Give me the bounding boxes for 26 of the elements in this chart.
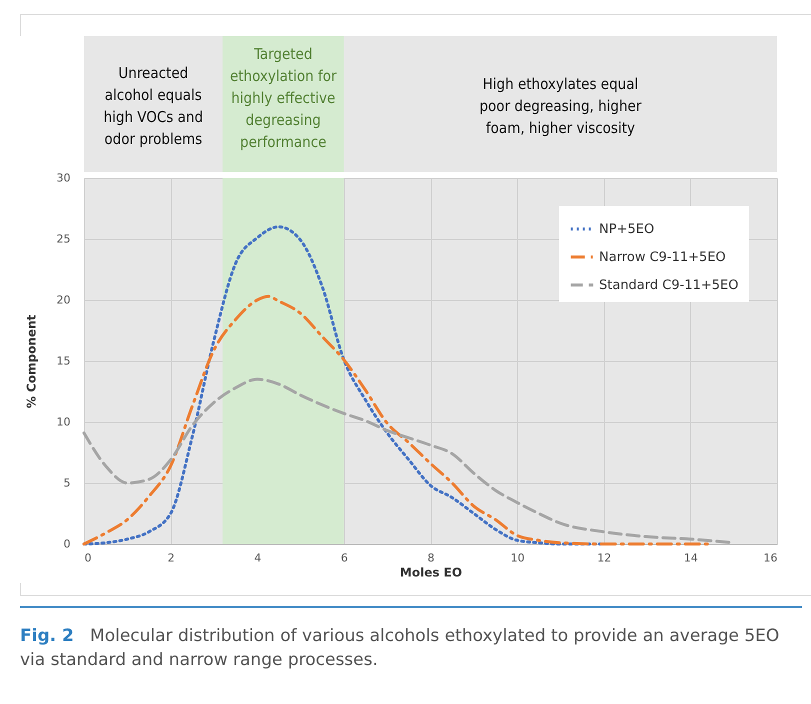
y-tick-label: 5 <box>64 476 70 490</box>
text: Unreacted alcohol equals high VOCs and odor problems <box>104 64 204 148</box>
x-tick-label: 2 <box>168 552 175 564</box>
y-tick-label: 15 <box>56 354 70 368</box>
x-tick-label: 12 <box>597 552 612 564</box>
y-axis-title: % Component <box>24 314 39 408</box>
y-tick-label: 20 <box>56 294 70 306</box>
legend-label: Standard C9-11+5EO <box>599 278 738 293</box>
text: High ethoxylates equal poor degreasing, higher foam, higher viscosity <box>479 74 642 137</box>
y-tick-label: 25 <box>56 232 70 246</box>
x-tick-label: 16 <box>764 552 778 564</box>
x-tick-label: 14 <box>684 552 698 564</box>
x-tick-label: 6 <box>340 552 348 564</box>
x-tick-label: 10 <box>510 552 525 564</box>
x-tick-label: 8 <box>428 552 434 564</box>
legend-label: Narrow C9-11+5EO <box>599 250 726 265</box>
band-label: Targeted ethoxylation for highly effective degreasing performance <box>230 44 337 151</box>
y-tick-label: 30 <box>56 172 70 184</box>
y-tick-label: 10 <box>56 416 70 428</box>
x-tick-label: 4 <box>254 552 262 564</box>
y-tick-label: 0 <box>64 538 70 550</box>
x-axis-title: Moles EO <box>400 566 462 580</box>
caption: Fig. 2 Molecular distribution of various alcohols ethoxylated to provide an average 5EO via standard and narrow range processes. <box>20 625 780 672</box>
x-tick-label: 0 <box>84 552 92 564</box>
legend-label: NP+5EO <box>599 222 654 237</box>
line-series <box>82 294 710 546</box>
